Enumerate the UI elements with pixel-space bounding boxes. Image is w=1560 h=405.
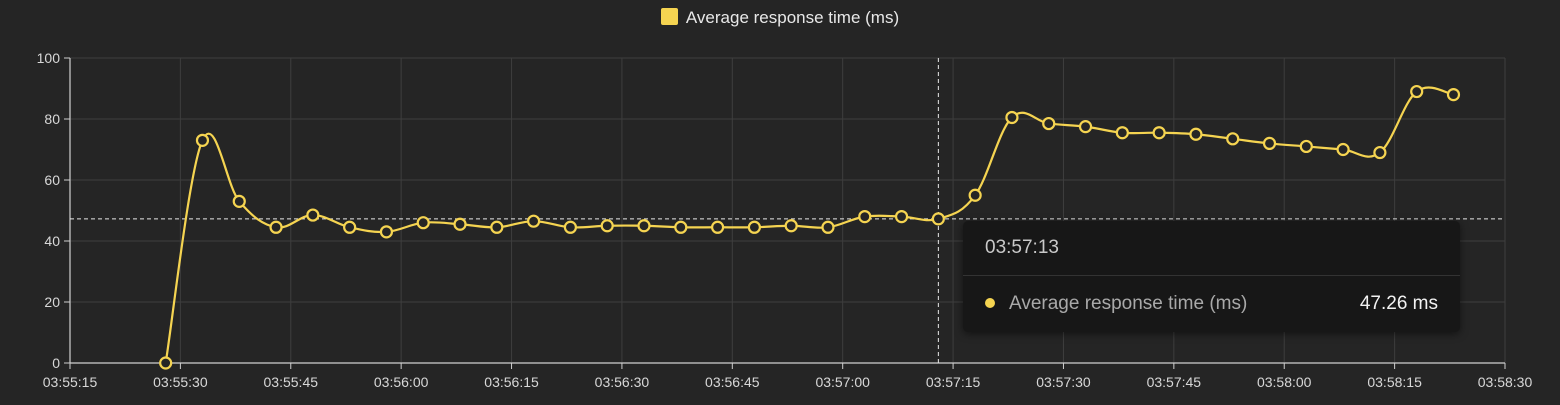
data-point <box>527 214 541 228</box>
y-tick-label: 80 <box>44 111 60 127</box>
data-point <box>931 212 945 226</box>
data-point <box>1078 120 1093 134</box>
data-point <box>343 220 357 234</box>
x-tick-label: 03:58:00 <box>1257 374 1312 390</box>
x-tick-label: 03:57:45 <box>1147 374 1202 390</box>
data-point <box>858 210 872 224</box>
data-point <box>195 133 210 147</box>
tooltip-row: Average response time (ms) 47.26 ms <box>963 276 1460 332</box>
data-point <box>490 220 504 234</box>
x-tick-label: 03:57:00 <box>815 374 870 390</box>
y-tick-label: 0 <box>52 355 60 371</box>
data-point <box>1446 87 1461 102</box>
x-tick-label: 03:56:15 <box>484 374 539 390</box>
data-point <box>784 219 798 233</box>
data-point <box>894 210 909 224</box>
x-axis-ticks: 03:55:15 03:55:30 03:55:45 03:56:00 03:56:15… <box>43 363 1533 390</box>
data-point <box>453 217 467 231</box>
data-point <box>1262 136 1277 150</box>
tooltip-series-name: Average response time (ms) <box>1009 293 1248 314</box>
data-point <box>416 216 430 230</box>
x-tick-label: 03:57:30 <box>1036 374 1091 390</box>
data-point <box>1373 145 1387 160</box>
data-point <box>1115 126 1129 140</box>
x-tick-label: 03:58:30 <box>1478 374 1533 390</box>
data-point <box>968 188 982 202</box>
hover-tooltip: 03:57:13 Average response time (ms) 47.2… <box>963 221 1460 332</box>
data-point <box>637 219 651 233</box>
x-tick-label: 03:57:15 <box>926 374 981 390</box>
y-axis-ticks: 0 20 40 60 80 100 <box>37 50 70 371</box>
legend-swatch <box>660 8 678 25</box>
series-average-response-time <box>159 84 1461 370</box>
x-tick-label: 03:56:45 <box>705 374 760 390</box>
data-point <box>1189 127 1203 141</box>
tooltip-series-dot <box>985 298 995 308</box>
chart-legend[interactable]: Average response time (ms) <box>0 8 1560 28</box>
data-point <box>710 220 725 234</box>
data-point <box>232 194 246 208</box>
data-point <box>1005 110 1019 125</box>
data-point <box>306 208 320 222</box>
legend-label: Average response time (ms) <box>685 8 900 27</box>
data-point <box>1336 142 1350 157</box>
chart-axes <box>69 58 1505 364</box>
x-tick-label: 03:55:45 <box>264 374 319 390</box>
tooltip-value: 47.26 ms <box>1359 293 1438 314</box>
data-point <box>379 225 394 239</box>
y-tick-label: 40 <box>44 233 60 249</box>
data-point <box>674 220 688 234</box>
data-point <box>1410 84 1424 99</box>
data-point <box>159 356 173 370</box>
y-tick-label: 20 <box>44 294 60 310</box>
x-tick-label: 03:56:00 <box>374 374 429 390</box>
tooltip-time: 03:57:13 <box>963 221 1460 276</box>
data-point <box>1042 116 1056 131</box>
data-point <box>1226 132 1240 146</box>
data-point <box>747 220 761 234</box>
y-tick-label: 60 <box>44 172 60 188</box>
x-tick-label: 03:55:30 <box>153 374 208 390</box>
y-tick-label: 100 <box>37 50 61 66</box>
data-point <box>1152 126 1166 140</box>
data-point <box>1299 139 1313 154</box>
data-point <box>269 220 283 234</box>
x-tick-label: 03:55:15 <box>43 374 98 390</box>
data-point <box>600 219 614 233</box>
x-tick-label: 03:58:15 <box>1367 374 1422 390</box>
x-tick-label: 03:56:30 <box>595 374 650 390</box>
data-point <box>563 220 578 234</box>
data-point <box>821 220 835 234</box>
